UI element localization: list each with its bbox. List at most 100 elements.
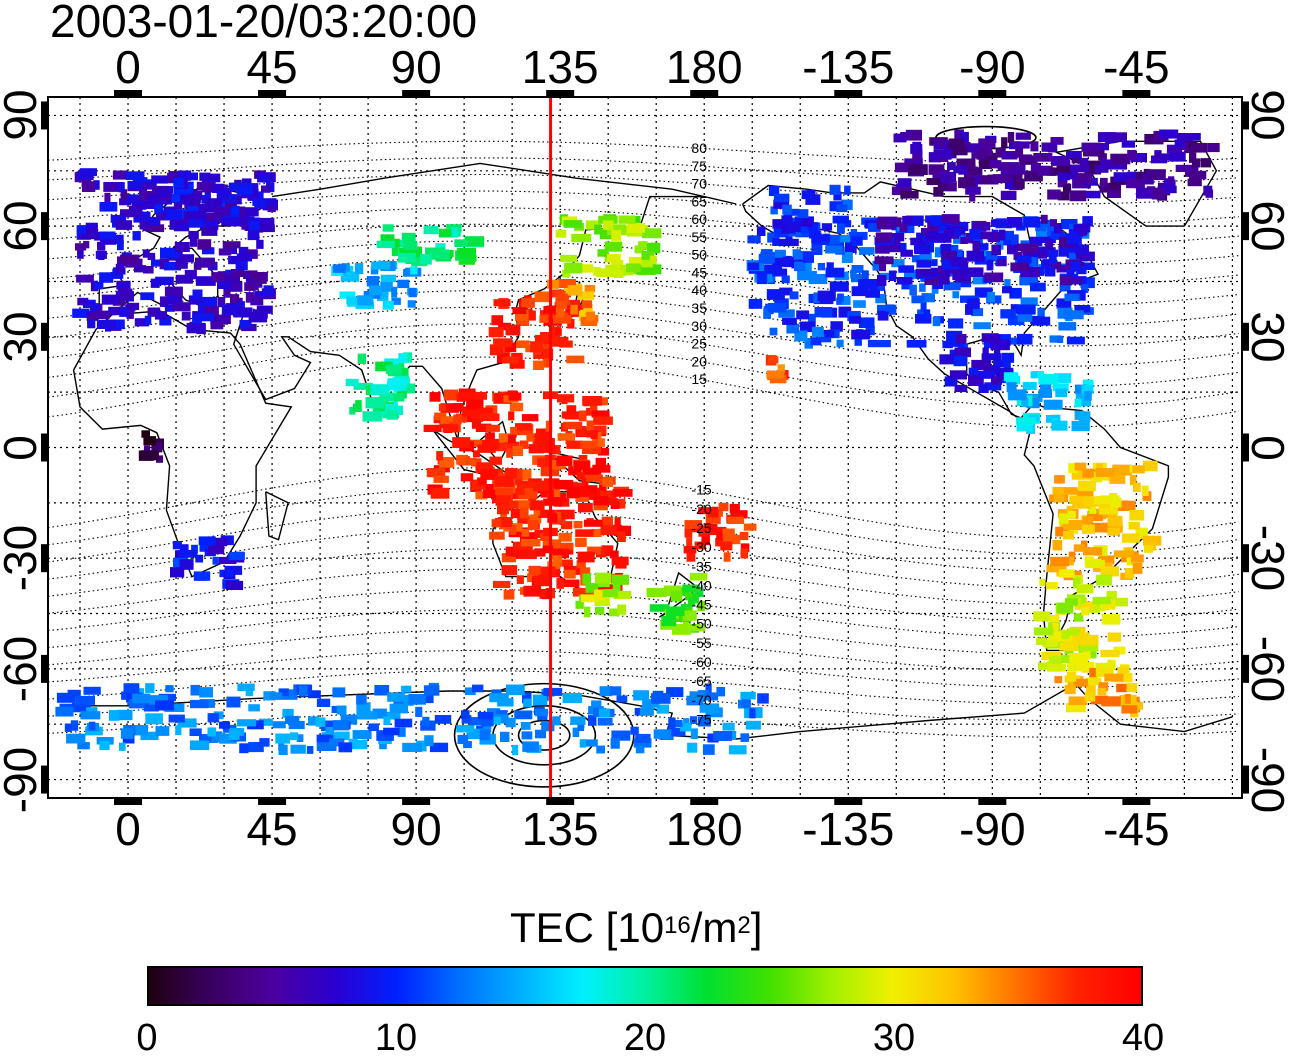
tec-cell (422, 716, 430, 726)
tec-cell (179, 559, 194, 570)
tec-cell (164, 304, 175, 312)
tec-cell (1058, 513, 1069, 524)
tec-cell (139, 190, 153, 201)
tec-cell (801, 218, 813, 227)
left-lat-label: 30 (0, 311, 46, 363)
tec-cell (534, 334, 543, 343)
tec-cell (1114, 550, 1134, 558)
tec-cell (1191, 142, 1208, 153)
tec-cell (374, 685, 390, 696)
tec-cell (1084, 692, 1096, 702)
tec-cell (356, 710, 371, 719)
tec-cell (1066, 170, 1079, 180)
tec-cell (177, 550, 198, 558)
tec-cell (389, 703, 408, 714)
tec-cell (141, 450, 159, 461)
tec-cell (315, 717, 326, 727)
tec-cell (1069, 190, 1087, 202)
tec-cell (905, 129, 922, 141)
tec-cell (177, 718, 197, 728)
tec-cell (349, 738, 358, 747)
tec-cell (497, 517, 513, 527)
tec-cell (377, 290, 389, 301)
tec-cell (385, 364, 401, 374)
tec-cell (609, 550, 619, 559)
tec-cell (76, 225, 87, 234)
tec-cell (1049, 335, 1062, 343)
tec-cell (575, 493, 589, 502)
tec-cell (792, 249, 801, 260)
tec-cell (1166, 144, 1183, 154)
tec-cell (779, 287, 793, 296)
tec-cell (119, 198, 132, 206)
tec-cell (201, 226, 218, 236)
mag-contour (48, 140, 1239, 164)
tec-cell (369, 285, 383, 296)
tec-cell (593, 416, 613, 425)
tec-cell (523, 698, 532, 708)
tec-cell (891, 186, 912, 196)
tec-cell (1081, 385, 1094, 394)
tec-cell (993, 334, 1011, 345)
tec-cell (1125, 568, 1135, 579)
tec-cell (103, 182, 123, 192)
tec-cell (583, 519, 603, 527)
tec-cell (1107, 190, 1121, 198)
tec-cell (772, 255, 792, 267)
colorbar-title: TEC [1016/m2] (510, 904, 763, 951)
tec-cell (509, 402, 524, 412)
tec-cell (475, 462, 493, 473)
tec-cell (569, 299, 581, 310)
tec-cell (565, 412, 580, 420)
tec-cell (1016, 422, 1033, 432)
tec-cell (984, 272, 1004, 283)
tec-cell (543, 316, 562, 326)
tec-cell (585, 220, 602, 230)
tec-cell (497, 503, 509, 515)
tec-cell (163, 261, 181, 271)
tec-cell (587, 488, 605, 500)
tec-cell (217, 297, 226, 308)
tec-cell (70, 720, 79, 731)
tec-cell (1011, 173, 1023, 182)
tec-cell (1000, 190, 1017, 201)
tec-cell (438, 404, 446, 412)
tec-cell (1007, 217, 1023, 228)
tec-cell (609, 686, 622, 696)
tec-cell (250, 272, 268, 282)
tec-cell (579, 739, 586, 748)
tec-cell (473, 450, 480, 458)
tec-cell (503, 589, 515, 600)
tec-cell (952, 291, 960, 299)
tec-cell (1050, 219, 1057, 227)
tec-cell (1070, 261, 1081, 271)
tec-cell (1083, 547, 1103, 556)
tec-cell (1207, 143, 1220, 153)
tec-cell (789, 291, 799, 300)
tec-cell (230, 294, 240, 305)
tec-cell (577, 720, 585, 731)
tec-cell (370, 384, 390, 395)
tec-cell (308, 690, 321, 699)
colorbar-tick-label: 30 (872, 1017, 916, 1059)
tec-cell (568, 466, 582, 476)
tec-cell (1107, 527, 1121, 536)
tec-cell (646, 242, 661, 254)
tec-cell (630, 726, 639, 735)
tec-cell (529, 514, 542, 524)
tec-cell (609, 608, 620, 617)
contour-label: 40 (691, 282, 707, 298)
tec-cell (146, 182, 156, 190)
tec-cell (1064, 293, 1080, 302)
tec-cell (684, 520, 702, 529)
tec-cell (257, 175, 271, 183)
tec-cell (457, 248, 476, 259)
tec-cell (1046, 415, 1055, 423)
tec-cell (154, 311, 167, 320)
tec-cell (966, 250, 984, 262)
tec-cell (454, 239, 469, 247)
tec-cell (501, 565, 518, 576)
tec-cell (173, 184, 194, 195)
tec-cell (555, 307, 564, 318)
tec-cell (877, 310, 889, 321)
